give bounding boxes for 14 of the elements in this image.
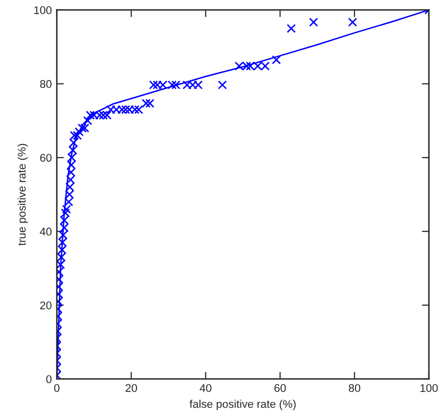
x-tick-label: 80 — [348, 384, 360, 392]
x-tick-label: 40 — [200, 384, 212, 392]
y-tick-label: 100 — [34, 6, 52, 14]
y-tick-label: 20 — [40, 301, 52, 310]
y-tick-label: 40 — [40, 228, 52, 236]
y-axis-title: true positive rate (%) — [18, 144, 28, 246]
x-tick-label: 0 — [54, 384, 60, 392]
x-axis-title: false positive rate (%) — [190, 400, 296, 410]
x-tick-label: 100 — [420, 384, 438, 392]
y-tick-label: 0 — [46, 375, 52, 384]
y-tick-label: 80 — [40, 80, 52, 88]
x-tick-label: 20 — [126, 384, 137, 392]
x-tick-label: 60 — [274, 384, 286, 392]
y-tick-label: 60 — [40, 154, 52, 162]
